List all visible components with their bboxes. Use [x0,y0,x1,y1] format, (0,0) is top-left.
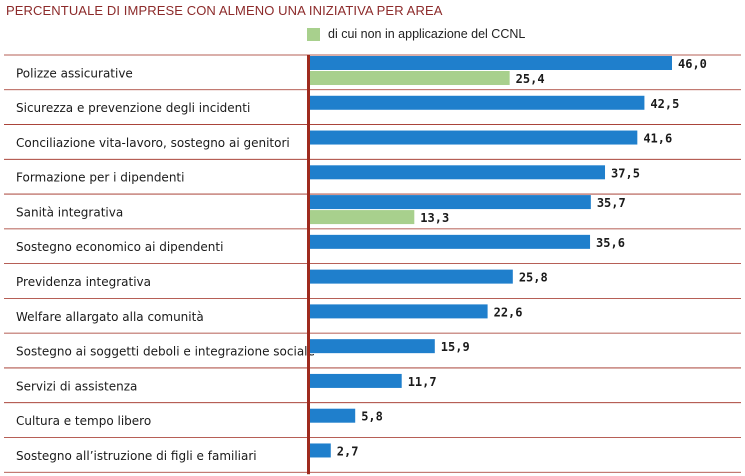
category-label: Sostegno all’istruzione di figli e famil… [16,449,257,463]
data-label: 41,6 [643,132,672,146]
bar-main [309,195,591,210]
data-label: 22,6 [494,305,523,319]
bar-sub [309,210,415,225]
data-label: 11,7 [408,375,437,389]
legend-label: di cui non in applicazione del CCNL [328,27,526,41]
data-label: 46,0 [678,57,707,71]
bar-main [309,56,672,70]
data-label-sub: 25,4 [516,72,545,86]
category-label: Conciliazione vita-lavoro, sostegno ai g… [16,136,290,150]
category-label: Polizze assicurative [16,66,133,80]
category-label: Previdenza integrativa [16,275,151,289]
category-label: Sostegno ai soggetti deboli e integrazio… [16,345,315,359]
category-label: Formazione per i dipendenti [16,171,184,185]
data-label: 37,5 [611,166,640,180]
category-label: Servizi di assistenza [16,379,137,393]
bar-main [309,130,638,145]
data-label-sub: 13,3 [420,211,449,225]
data-label: 35,6 [596,236,625,250]
bar-main [309,234,591,249]
bar-main [309,304,488,319]
data-label: 25,8 [519,271,548,285]
chart-title: PERCENTUALE DI IMPRESE CON ALMENO UNA IN… [6,3,443,18]
data-label: 5,8 [361,410,383,424]
bar-main [309,339,435,354]
category-label: Sicurezza e prevenzione degli incidenti [16,101,250,115]
category-label: Welfare allargato alla comunità [16,310,204,324]
bar-main [309,373,402,388]
data-label: 2,7 [337,444,359,458]
bar-sub [309,71,510,85]
legend-swatch [307,27,320,41]
category-label: Sanità integrativa [16,205,123,219]
bar-main [309,165,606,180]
category-label: Sostegno economico ai dipendenti [16,240,223,254]
category-label: Cultura e tempo libero [16,414,151,428]
data-label: 15,9 [441,340,470,354]
bar-main [309,408,356,423]
bar-main [309,95,645,110]
bar-main [309,443,331,458]
bar-main [309,269,513,284]
data-label: 42,5 [650,97,679,111]
axis-line [307,55,310,475]
data-label: 35,7 [597,196,626,210]
legend: di cui non in applicazione del CCNL [307,27,525,41]
